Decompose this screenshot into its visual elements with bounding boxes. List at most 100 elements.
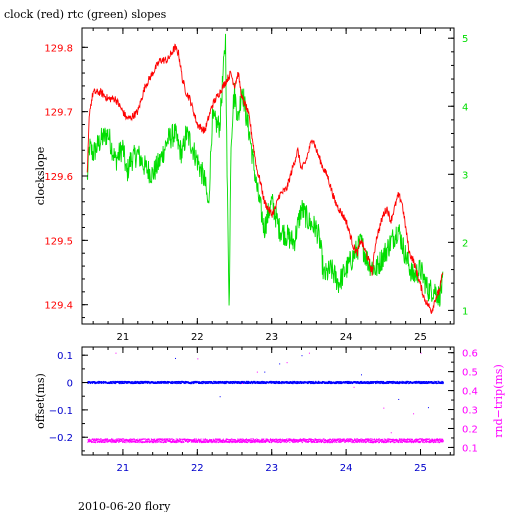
data-point (187, 438, 189, 440)
data-point (283, 441, 286, 443)
data-point (172, 438, 174, 440)
data-point (175, 439, 177, 442)
footer-caption: 2010-06-20 flory (78, 500, 171, 512)
data-point (129, 440, 131, 442)
data-point (392, 441, 394, 443)
data-point (334, 383, 336, 385)
data-point (323, 381, 325, 383)
data-point (421, 439, 423, 441)
data-point (296, 382, 298, 385)
data-point (335, 439, 337, 441)
data-point (115, 441, 117, 443)
data-point (252, 438, 255, 440)
data-point (138, 381, 140, 383)
data-point (374, 441, 377, 444)
data-point (148, 438, 150, 440)
data-point (318, 381, 320, 383)
data-point (158, 441, 160, 443)
data-point (88, 439, 90, 441)
data-point (233, 440, 235, 442)
data-point (254, 380, 256, 382)
data-point (163, 439, 165, 441)
data-point (333, 381, 335, 383)
data-point (205, 441, 207, 443)
data-point (257, 381, 259, 383)
data-point (414, 382, 416, 384)
data-point (317, 382, 319, 384)
data-point (208, 439, 210, 441)
data-point (167, 440, 169, 442)
data-point (179, 440, 181, 442)
data-point (141, 441, 143, 444)
data-point (161, 380, 163, 382)
data-point (326, 442, 328, 444)
data-point (247, 382, 249, 384)
data-point (158, 439, 160, 441)
y-tick-label: −0.1 (49, 406, 73, 417)
data-point (104, 439, 106, 442)
data-point (348, 380, 350, 383)
data-point (143, 382, 145, 384)
data-point (252, 441, 254, 443)
data-point (196, 440, 198, 442)
data-point (225, 439, 228, 441)
data-point (138, 439, 140, 442)
data-point (359, 438, 361, 441)
data-point (179, 382, 181, 384)
data-point (391, 440, 393, 443)
data-point (228, 441, 230, 443)
data-point (265, 381, 267, 383)
data-point (417, 381, 419, 383)
data-point (291, 439, 293, 442)
data-point (209, 439, 212, 441)
data-point (422, 440, 424, 443)
data-point (371, 381, 374, 383)
data-point (253, 381, 255, 383)
data-point (436, 438, 438, 440)
data-point (441, 440, 443, 442)
data-point (379, 438, 381, 440)
data-point (442, 382, 444, 384)
data-point (127, 441, 129, 443)
data-point (238, 439, 240, 441)
data-point (159, 382, 161, 384)
data-point (367, 441, 369, 443)
data-point (229, 439, 231, 441)
data-point (135, 440, 137, 443)
data-point (100, 441, 102, 443)
data-point (218, 382, 220, 385)
data-point (229, 441, 231, 443)
data-point (129, 442, 131, 444)
data-point (394, 441, 396, 444)
data-point (352, 440, 354, 442)
data-point (175, 441, 177, 443)
data-point (149, 440, 151, 442)
data-point (154, 381, 157, 383)
data-point (123, 438, 125, 440)
data-point (174, 441, 176, 443)
data-point (285, 440, 287, 442)
data-point (434, 440, 436, 443)
data-point (378, 438, 380, 440)
x-tick-label: 22 (191, 332, 204, 343)
data-point (275, 380, 278, 383)
data-point (244, 439, 246, 441)
data-point (313, 382, 315, 384)
data-point (257, 439, 259, 442)
data-point (157, 381, 159, 383)
data-point (276, 438, 278, 440)
data-point (356, 440, 358, 442)
data-point (305, 439, 307, 441)
data-point (107, 439, 109, 441)
data-point (222, 381, 224, 383)
data-point (370, 438, 372, 440)
data-point (374, 381, 376, 383)
data-point (429, 382, 431, 384)
data-point (294, 441, 296, 443)
data-point (344, 441, 346, 443)
data-point (283, 439, 285, 441)
data-point (175, 438, 177, 440)
data-point (153, 440, 155, 442)
data-point (368, 440, 370, 442)
data-point (101, 440, 103, 442)
